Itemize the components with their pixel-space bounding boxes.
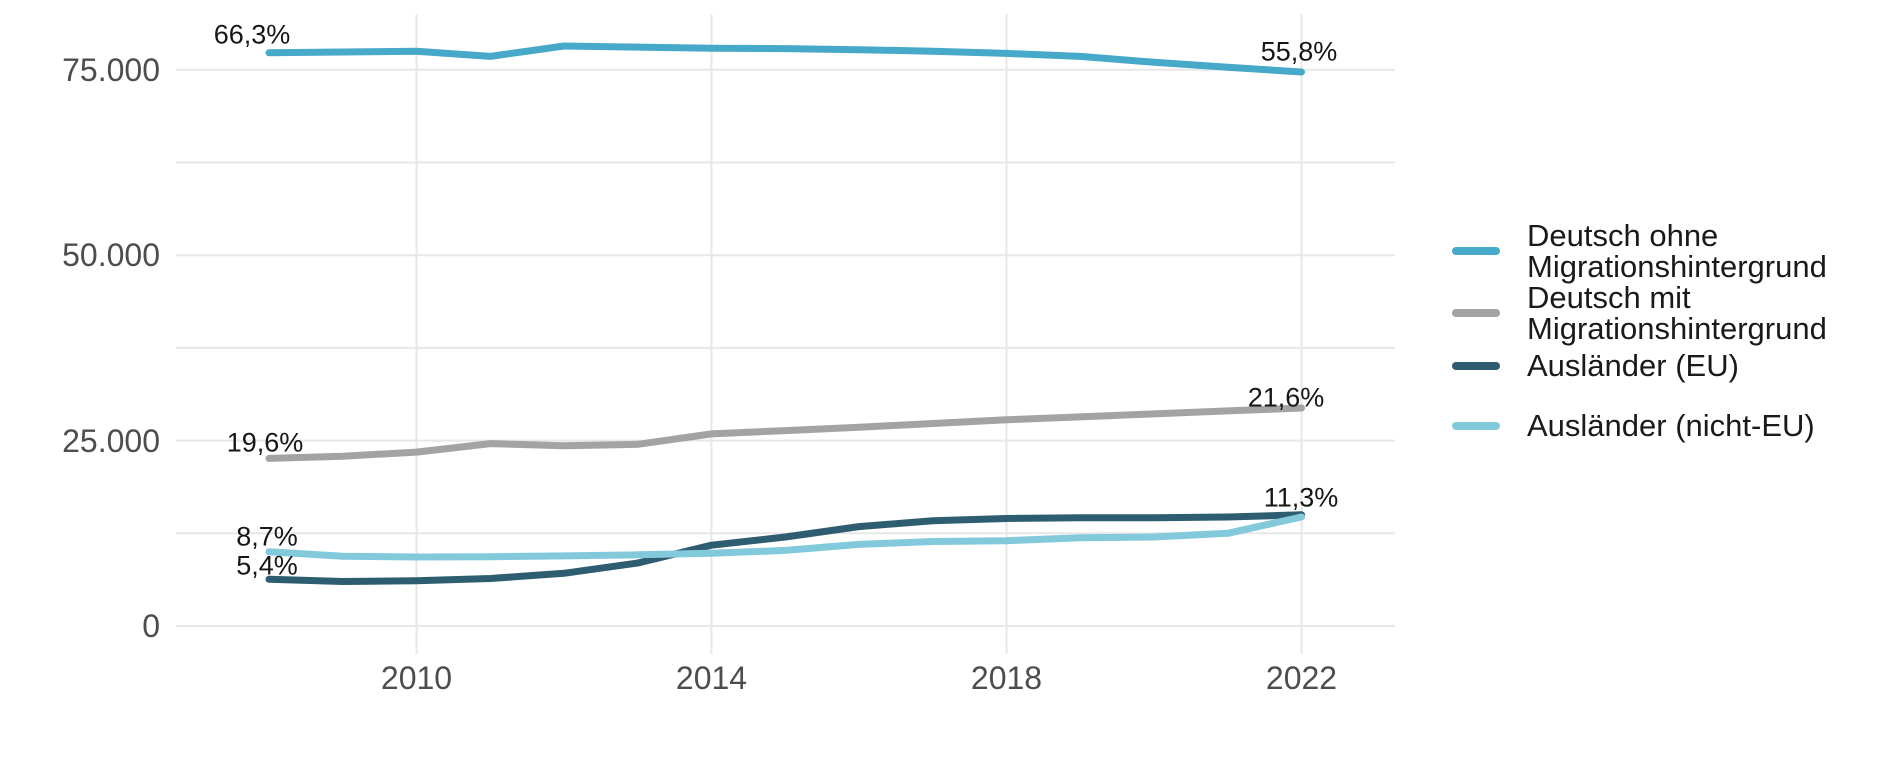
value-annotation: 19,6% (226, 427, 304, 458)
series-line (265, 42, 1305, 76)
legend-item: Deutsch mit Migrationshintergrund (1452, 282, 1827, 344)
value-annotation: 5,4% (236, 550, 298, 581)
x-tick-label: 2018 (970, 660, 1043, 696)
value-annotation: 11,3% (1263, 482, 1339, 513)
y-tick-label: 75.000 (62, 51, 160, 88)
value-annotation: 55,8% (1260, 36, 1338, 67)
legend-label: Ausländer (nicht-EU) (1527, 408, 1815, 443)
series-line (265, 511, 1305, 585)
legend-swatch (1452, 421, 1500, 430)
legend-swatch (1452, 247, 1500, 255)
value-annotation: 21,6% (1247, 382, 1325, 413)
legend-item: Ausländer (EU) (1452, 350, 1827, 381)
series-line (265, 513, 1305, 561)
x-tick-label: 2022 (1265, 660, 1338, 696)
x-tick-label: 2014 (675, 660, 748, 696)
y-tick-label: 0 (142, 608, 160, 644)
value-annotation: 8,7% (236, 521, 298, 552)
x-tick-label: 2010 (380, 660, 453, 696)
legend-item: Deutsch ohne Migrationshintergrund (1452, 220, 1827, 282)
legend-label: Ausländer (EU) (1527, 348, 1739, 383)
legend: Deutsch ohne Migrationshintergrund Deutsc… (1452, 220, 1827, 441)
legend-label: Deutsch ohne Migrationshintergrund (1527, 218, 1827, 284)
value-annotation: 66,3% (213, 19, 291, 50)
legend-swatch (1452, 361, 1500, 370)
series-line (265, 404, 1305, 462)
y-tick-label: 25.000 (62, 422, 160, 459)
legend-label: Deutsch mit Migrationshintergrund (1527, 280, 1827, 346)
y-tick-label: 50.000 (62, 237, 160, 274)
legend-swatch (1452, 309, 1500, 317)
legend-item: Ausländer (nicht-EU) (1452, 410, 1827, 441)
